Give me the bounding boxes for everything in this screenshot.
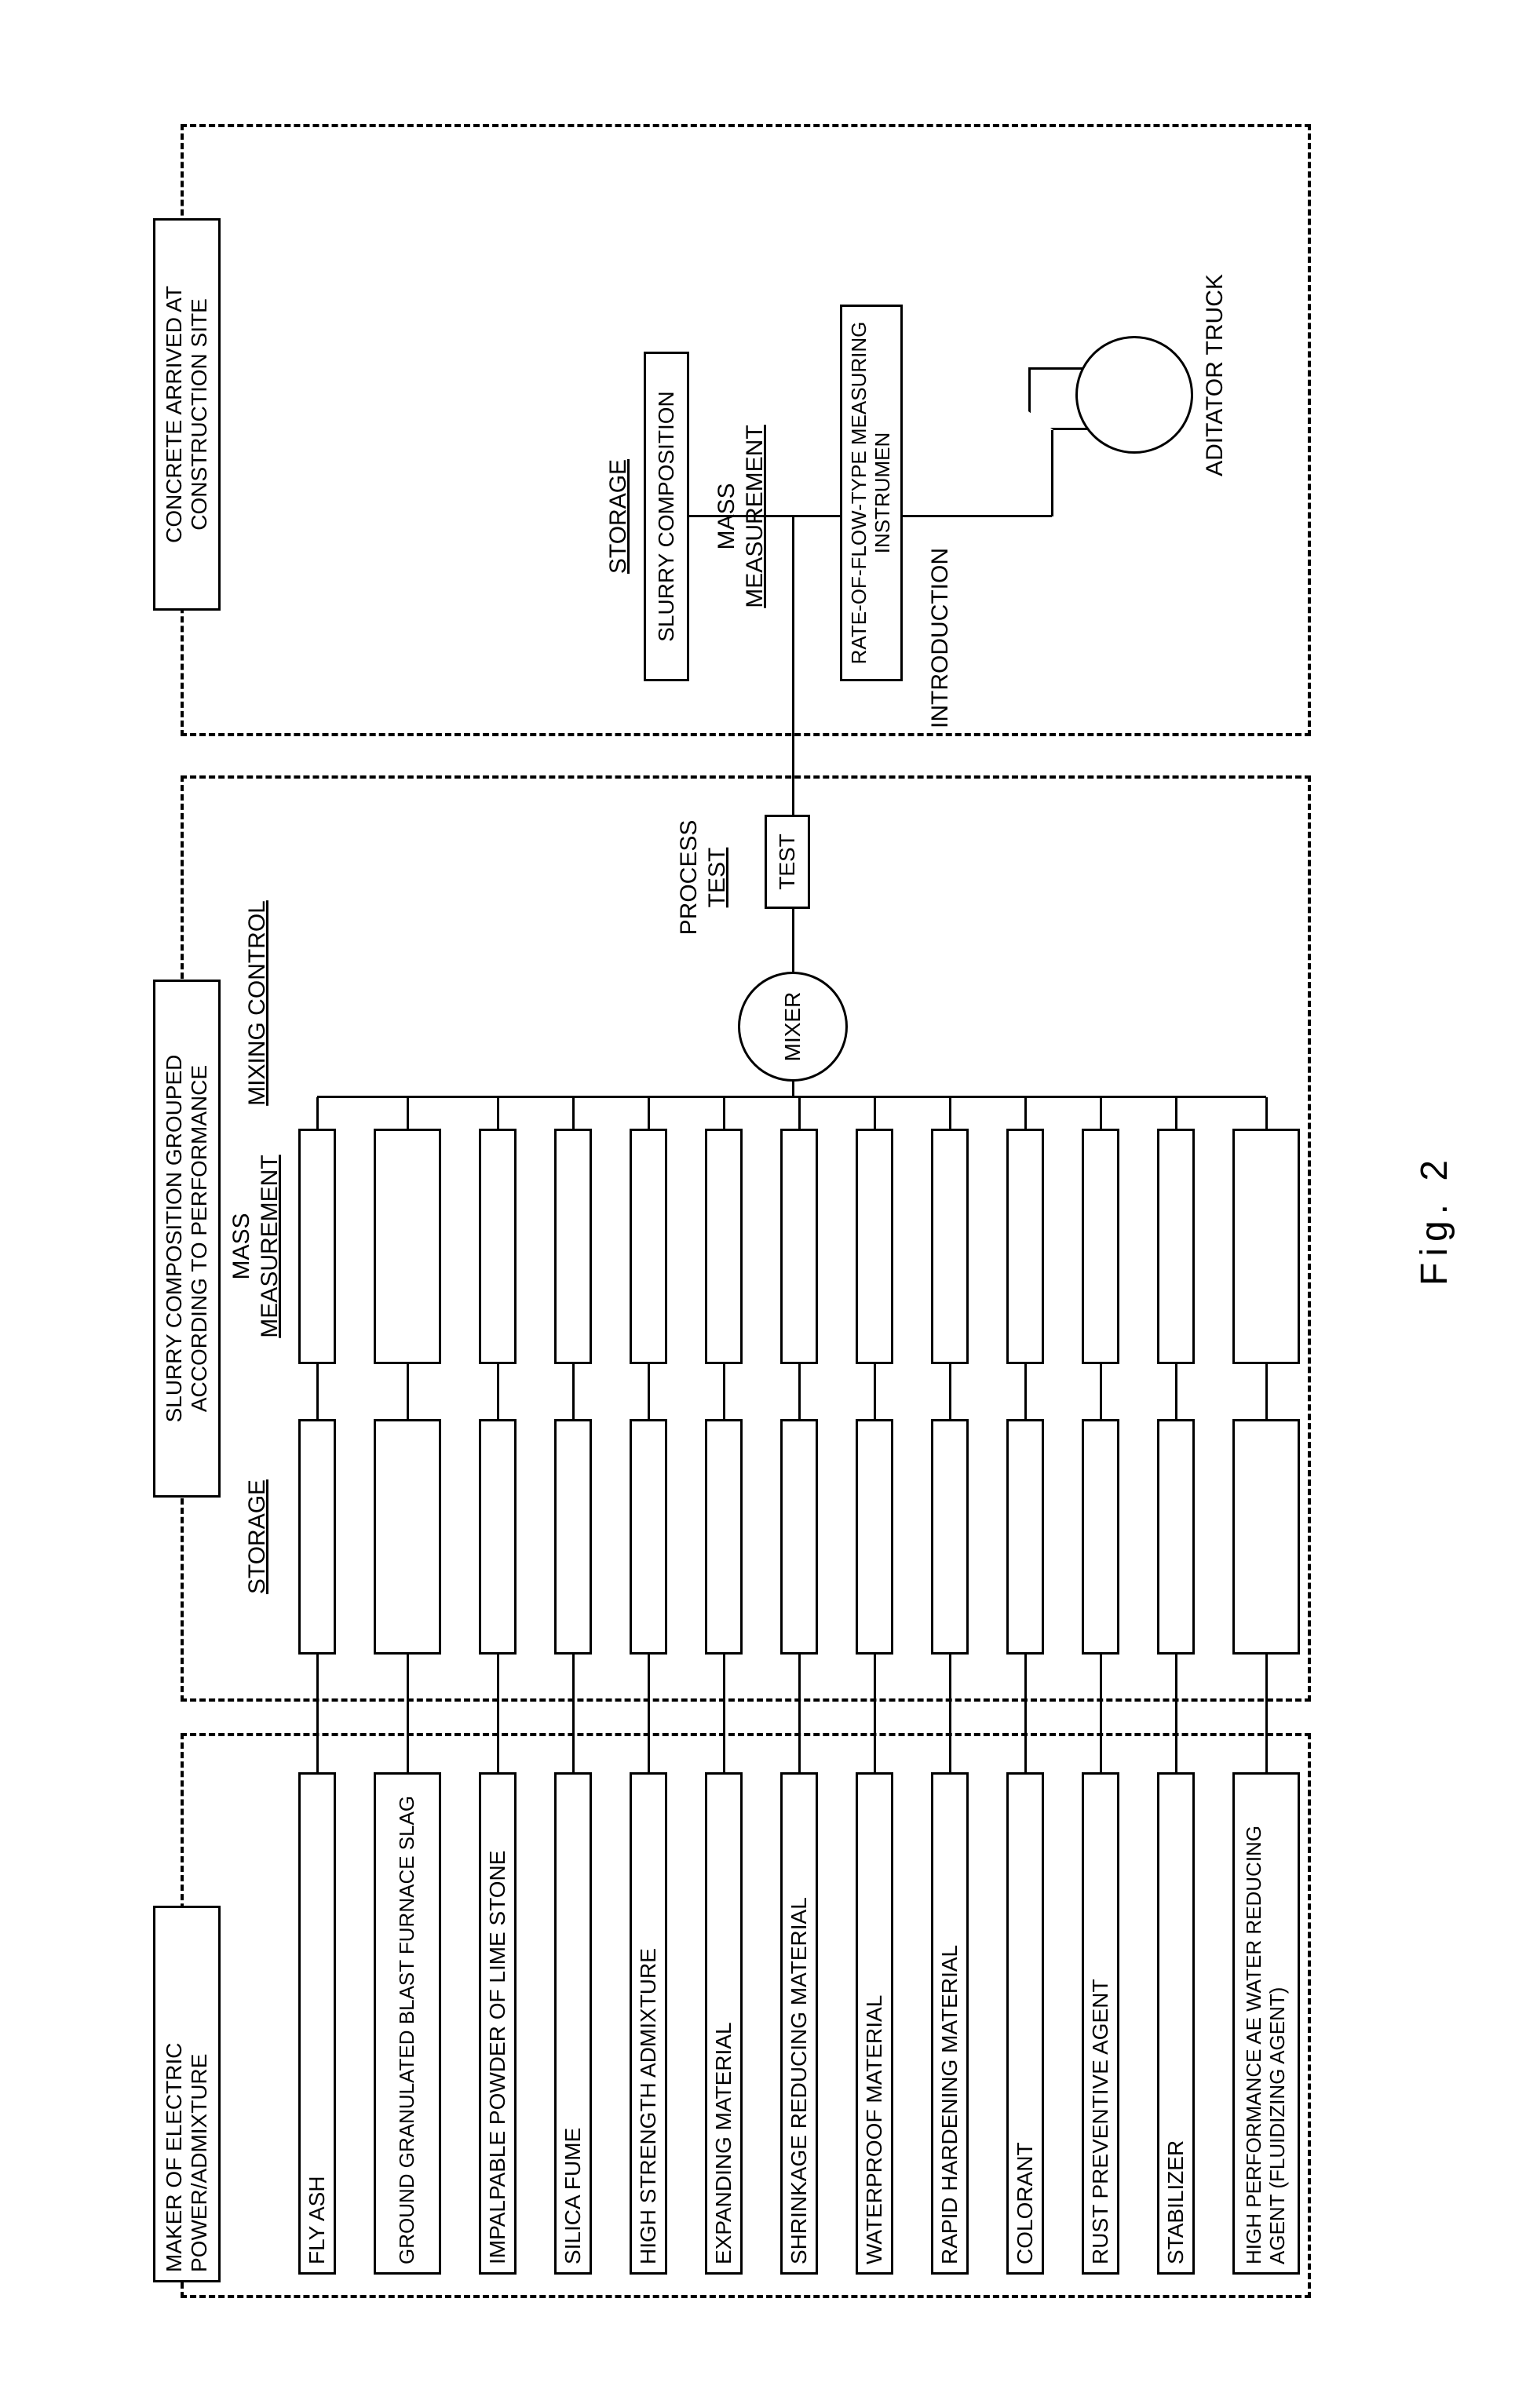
measure-box-11 xyxy=(1157,1129,1195,1364)
material-10: RUST PREVENTIVE AGENT xyxy=(1082,1772,1119,2275)
mixer: MIXER xyxy=(738,972,848,1082)
col-label-storage: STORAGE xyxy=(243,1450,272,1623)
material-3: SILICA FUME xyxy=(554,1772,592,2275)
group-maker xyxy=(181,1733,1311,2298)
site-storage-label: STORAGE xyxy=(604,399,633,634)
measure-box-4 xyxy=(630,1129,667,1364)
measure-box-1 xyxy=(374,1129,441,1364)
header-slurry-group: SLURRY COMPOSITION GROUPED ACCORDING TO … xyxy=(153,980,221,1498)
storage-box-5 xyxy=(705,1419,743,1655)
storage-box-2 xyxy=(479,1419,517,1655)
material-2: IMPALPABLE POWDER OF LIME STONE xyxy=(479,1772,517,2275)
measure-box-8 xyxy=(931,1129,969,1364)
storage-box-10 xyxy=(1082,1419,1119,1655)
material-8: RAPID HARDENING MATERIAL xyxy=(931,1772,969,2275)
storage-box-11 xyxy=(1157,1419,1195,1655)
site-mass-measurement-label: MASSMEASUREMENT xyxy=(713,391,769,642)
storage-box-3 xyxy=(554,1419,592,1655)
material-4: HIGH STRENGTH ADMIXTURE xyxy=(630,1772,667,2275)
storage-box-9 xyxy=(1006,1419,1044,1655)
test-box: TEST xyxy=(765,815,810,909)
storage-box-8 xyxy=(931,1419,969,1655)
material-6: SHRINKAGE REDUCING MATERIAL xyxy=(780,1772,818,2275)
truck-label: ADITATOR TRUCK xyxy=(1201,234,1229,516)
group-slurry xyxy=(181,775,1311,1702)
measure-box-9 xyxy=(1006,1129,1044,1364)
measure-box-3 xyxy=(554,1129,592,1364)
storage-box-0 xyxy=(298,1419,336,1655)
header-maker: MAKER OF ELECTRIC POWER/ADMIXTURE xyxy=(153,1906,221,2282)
storage-box-7 xyxy=(856,1419,893,1655)
col-label-mass-measurement: MASSMEASUREMENT xyxy=(228,1121,284,1372)
measure-box-12 xyxy=(1232,1129,1300,1364)
material-12: HIGH PERFORMANCE AE WATER REDUCING AGENT… xyxy=(1232,1772,1300,2275)
measure-box-6 xyxy=(780,1129,818,1364)
rate-of-flow-box: RATE-OF-FLOW-TYPE MEASURING INSTRUMEN xyxy=(840,305,903,681)
measure-box-2 xyxy=(479,1129,517,1364)
storage-box-6 xyxy=(780,1419,818,1655)
material-7: WATERPROOF MATERIAL xyxy=(856,1772,893,2275)
col-label-process-test: PROCESSTEST xyxy=(675,791,732,964)
storage-box-1 xyxy=(374,1419,441,1655)
site-slurry-composition: SLURRY COMPOSITION xyxy=(644,352,689,681)
site-introduction-label: INTRODUCTION xyxy=(926,493,955,728)
material-11: STABILIZER xyxy=(1157,1772,1195,2275)
storage-box-4 xyxy=(630,1419,667,1655)
header-concrete-site: CONCRETE ARRIVED AT CONSTRUCTION SITE xyxy=(153,218,221,611)
col-label-mixing-control: MIXING CONTROL xyxy=(243,885,272,1121)
process-flow-diagram: Fig. 2 MAKER OF ELECTRIC POWER/ADMIXTURE S… xyxy=(0,0,1526,2408)
material-9: COLORANT xyxy=(1006,1772,1044,2275)
measure-box-5 xyxy=(705,1129,743,1364)
storage-box-12 xyxy=(1232,1419,1300,1655)
measure-box-10 xyxy=(1082,1129,1119,1364)
measure-box-0 xyxy=(298,1129,336,1364)
material-0: FLY ASH xyxy=(298,1772,336,2275)
measure-box-7 xyxy=(856,1129,893,1364)
material-5: EXPANDING MATERIAL xyxy=(705,1772,743,2275)
figure-label: Fig. 2 xyxy=(1413,1154,1456,1286)
agitator-truck-icon xyxy=(1028,273,1162,430)
material-1: GROUND GRANULATED BLAST FURNACE SLAG xyxy=(374,1772,441,2275)
